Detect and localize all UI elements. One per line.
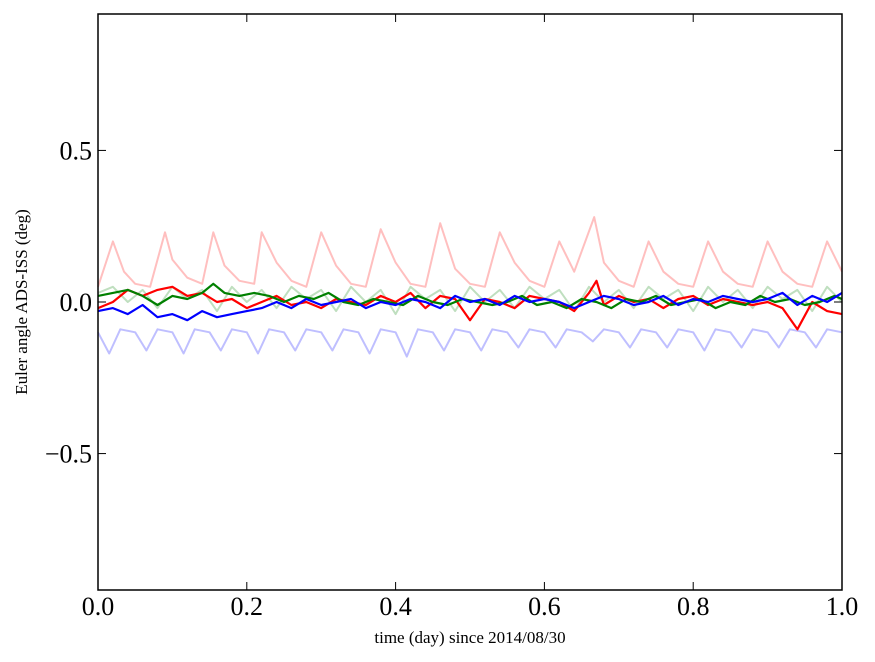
- y-tick-label: 0.5: [60, 136, 93, 165]
- series-line-roll-raw: [97, 216, 843, 288]
- series-line-pitch: [97, 282, 843, 310]
- series-layer: [97, 216, 843, 358]
- x-tick-label: 0.2: [231, 592, 264, 621]
- x-axis-label: time (day) since 2014/08/30: [374, 628, 565, 647]
- x-tick-label: 0.0: [82, 592, 115, 621]
- series-line-yaw: [97, 291, 843, 322]
- y-tick-label: 0.0: [60, 288, 93, 317]
- series-line-roll: [97, 279, 843, 331]
- x-tick-label: 0.6: [528, 592, 561, 621]
- x-tick-label: 1.0: [826, 592, 859, 621]
- series-line-yaw-raw: [97, 328, 843, 358]
- y-axis-label: Euler angle ADS-ISS (deg): [12, 209, 31, 395]
- tick-layer: 0.0 0.2 0.4 0.6 0.8 1.0 −0.5 0.0 0.5: [45, 14, 858, 621]
- x-tick-label: 0.8: [677, 592, 710, 621]
- y-tick-label: −0.5: [45, 440, 92, 469]
- x-tick-label: 0.4: [379, 592, 412, 621]
